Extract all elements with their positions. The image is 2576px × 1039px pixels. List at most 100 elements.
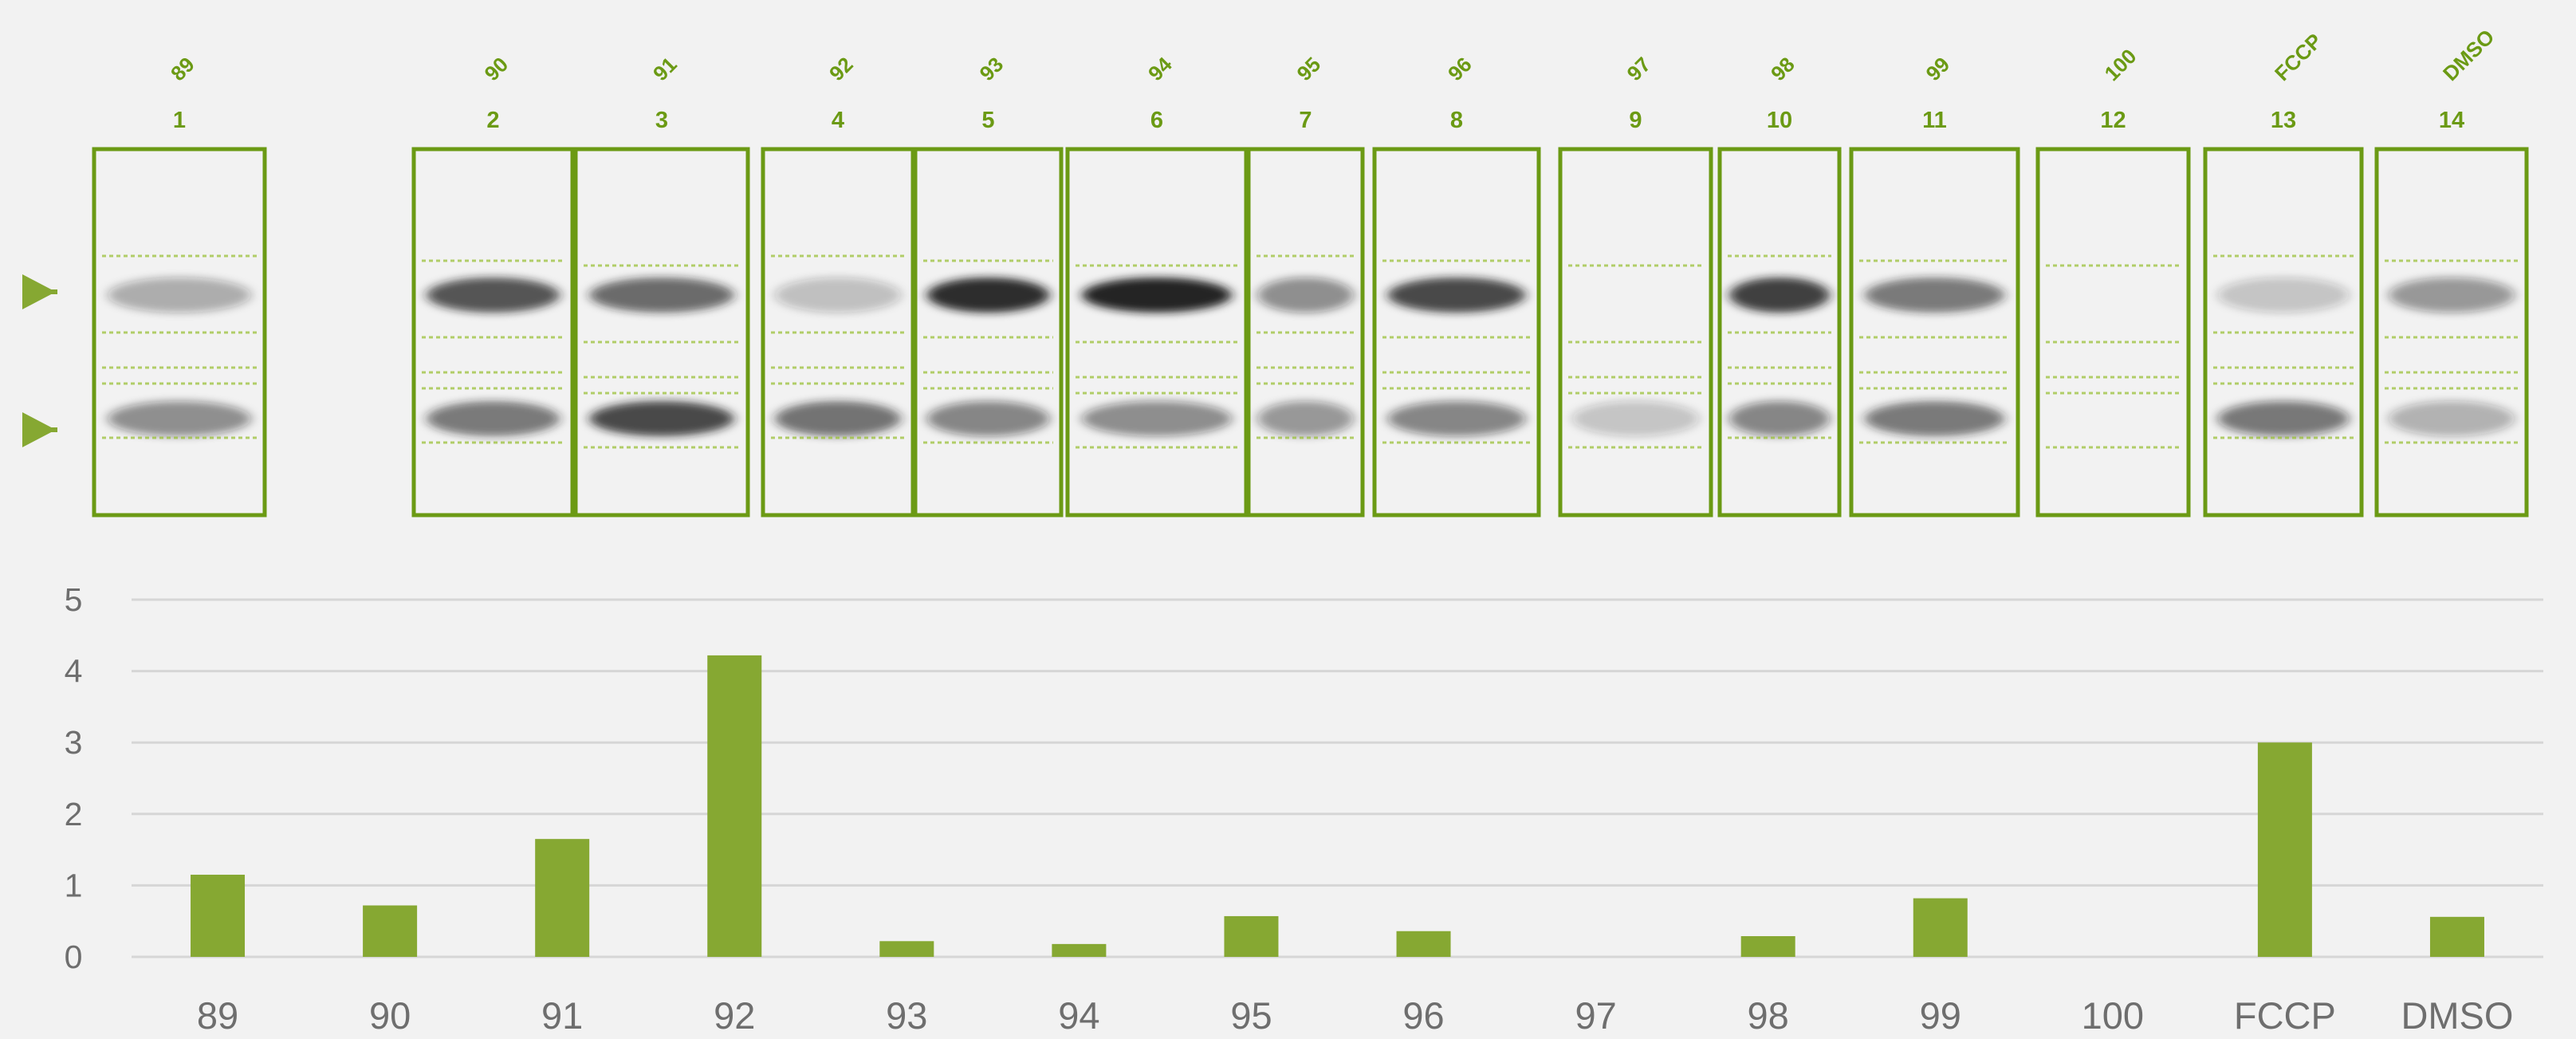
x-tick-label: 92 xyxy=(714,994,755,1037)
blot-band-upper-91 xyxy=(589,277,734,313)
x-tick-label: 93 xyxy=(886,994,927,1037)
x-tick-label: 89 xyxy=(197,994,238,1037)
bar-DMSO xyxy=(2429,916,2484,957)
lane-number: 10 xyxy=(1767,108,1792,133)
bar-FCCP xyxy=(2257,742,2312,957)
bar-chart: 0 1 2 3 4 5 89 90 91 92 93 94 95 96 97 98 99 100 FCCP DMSO xyxy=(65,581,2543,1037)
lane-frame-93 xyxy=(913,147,1064,518)
blot-band-lower-94 xyxy=(1081,401,1233,436)
blot-band-upper-96 xyxy=(1387,277,1526,313)
bar-96 xyxy=(1396,931,1451,957)
blot-band-upper-93 xyxy=(926,277,1050,313)
lane-label: 91 xyxy=(648,53,682,86)
x-tick-label: 96 xyxy=(1402,994,1444,1037)
x-tick-label: 90 xyxy=(369,994,411,1037)
blot-band-lower-91 xyxy=(589,401,734,436)
lane-label: FCCP xyxy=(2270,29,2326,85)
blot-band-lower-89 xyxy=(108,401,251,436)
bar-92 xyxy=(707,655,762,957)
lane-frame-DMSO xyxy=(2374,147,2529,518)
blot-band-lower-98 xyxy=(1729,401,1830,436)
bar-91 xyxy=(535,839,590,957)
lane-frame-92 xyxy=(761,147,915,518)
y-tick-label: 4 xyxy=(65,653,83,690)
blot-band-lower-93 xyxy=(926,401,1050,436)
blot-band-upper-92 xyxy=(775,277,901,313)
lane-number: 13 xyxy=(2271,108,2296,133)
lane-label: 90 xyxy=(480,53,513,86)
lane-frame-FCCP xyxy=(2203,147,2364,518)
blot-band-upper-89 xyxy=(108,277,251,313)
blot-band-lower-DMSO xyxy=(2389,401,2515,436)
blot-band-upper-94 xyxy=(1081,277,1233,313)
lane-frame-96 xyxy=(1372,147,1541,518)
band-markers xyxy=(22,274,57,447)
blot-band-lower-97 xyxy=(1572,401,1699,436)
y-tick-label: 0 xyxy=(65,939,83,975)
lane-number: 6 xyxy=(1150,108,1163,133)
lane-frame-99 xyxy=(1849,147,2020,518)
lane-frame-95 xyxy=(1246,147,1365,518)
lane-frames xyxy=(92,147,2529,518)
lane-label: 98 xyxy=(1766,53,1799,86)
lane-label: 93 xyxy=(975,53,1009,86)
lane-frame-97 xyxy=(1558,147,1713,518)
bar-94 xyxy=(1052,943,1107,957)
bar-99 xyxy=(1913,898,1968,957)
blot-band-upper-95 xyxy=(1257,277,1354,313)
lane-label: 99 xyxy=(1921,53,1955,86)
band-marker-arrow-2 xyxy=(22,412,56,447)
lane-label: 94 xyxy=(1143,52,1177,85)
bar-90 xyxy=(363,905,418,957)
lane-number: 14 xyxy=(2439,108,2464,133)
blot-band-lower-96 xyxy=(1387,401,1526,436)
lane-number: 12 xyxy=(2100,108,2126,133)
blot-band-upper-99 xyxy=(1864,277,2005,313)
x-tick-label: 100 xyxy=(2082,994,2144,1037)
blot-band-upper-DMSO xyxy=(2389,277,2515,313)
lane-number: 3 xyxy=(655,108,668,133)
band-marker-arrow-1 xyxy=(22,274,56,309)
x-tick-label: 99 xyxy=(1920,994,1961,1037)
y-axis-ticks: 0 1 2 3 4 5 xyxy=(65,581,83,975)
western-blot-panel: 89 1 90 2 91 3 92 4 93 5 94 6 95 7 96 8 97 9 98 10 99 11 100 12… xyxy=(22,25,2529,518)
x-tick-label: 94 xyxy=(1058,994,1099,1037)
lane-frame-100 xyxy=(2035,147,2191,518)
lane-number: 5 xyxy=(981,108,994,133)
blot-band-lower-99 xyxy=(1864,401,2005,436)
lane-label: 92 xyxy=(824,53,858,86)
lane-number: 4 xyxy=(832,108,844,133)
blot-band-lower-95 xyxy=(1257,401,1354,436)
lane-labels: 89 1 90 2 91 3 92 4 93 5 94 6 95 7 96 8 97 9 98 10 99 11 100 12… xyxy=(166,25,2499,133)
lane-frame-91 xyxy=(573,147,750,518)
blot-band-lower-92 xyxy=(775,401,901,436)
x-tick-label: 91 xyxy=(541,994,583,1037)
x-tick-label: DMSO xyxy=(2401,994,2513,1037)
blot-band-upper-98 xyxy=(1729,277,1830,313)
y-tick-label: 2 xyxy=(65,796,83,832)
lane-frame-94 xyxy=(1065,147,1249,518)
lane-frame-98 xyxy=(1717,147,1842,518)
lane-label: 97 xyxy=(1622,53,1656,86)
bar-89 xyxy=(191,874,246,957)
x-tick-label: 98 xyxy=(1748,994,1789,1037)
y-tick-label: 3 xyxy=(65,724,83,761)
x-tick-label: FCCP xyxy=(2234,994,2336,1037)
blot-band-lower-90 xyxy=(426,401,560,436)
lane-number: 9 xyxy=(1629,108,1642,133)
lane-frame-89 xyxy=(92,147,267,518)
lane-label: 96 xyxy=(1443,53,1477,86)
lane-number: 11 xyxy=(1922,108,1947,133)
lane-number: 1 xyxy=(173,108,186,133)
lane-number: 7 xyxy=(1299,108,1312,133)
chart-gridlines xyxy=(132,598,2543,958)
lane-label: DMSO xyxy=(2438,25,2499,85)
bar-98 xyxy=(1740,936,1795,957)
x-tick-label: 95 xyxy=(1230,994,1272,1037)
lane-number: 8 xyxy=(1450,108,1463,133)
y-tick-label: 5 xyxy=(65,581,83,618)
blot-band-lower-FCCP xyxy=(2217,401,2350,436)
blot-band-upper-90 xyxy=(426,277,560,313)
blot-band-upper-FCCP xyxy=(2217,277,2350,313)
